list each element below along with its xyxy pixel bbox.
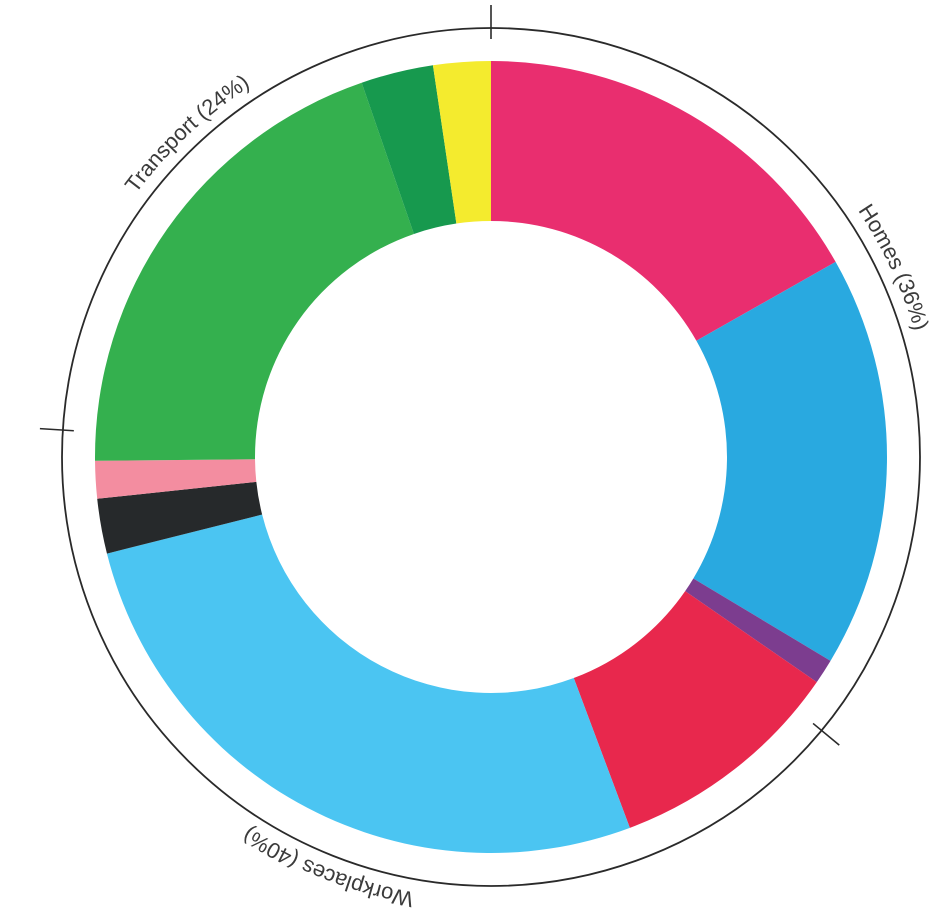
group-label-1: Homes (36%)	[854, 199, 934, 333]
pie-slice-1	[491, 61, 836, 341]
pie-slice-3	[685, 578, 831, 683]
pie-slice-9	[361, 65, 457, 234]
pie-slice-6	[97, 481, 263, 554]
pie-slice-4	[573, 591, 817, 828]
pie-slice-7	[95, 459, 257, 499]
group-label-text: Homes (36%)	[854, 199, 934, 333]
group-divider-tick-3	[39, 427, 74, 432]
pie-slice-2	[693, 261, 887, 661]
pie-slice-8	[95, 82, 414, 461]
group-divider-ticks	[39, 5, 840, 746]
slices-layer	[95, 61, 887, 853]
pie-slice-5	[106, 514, 630, 853]
pie-slice-10	[432, 61, 491, 224]
group-divider-tick-2	[812, 722, 840, 746]
